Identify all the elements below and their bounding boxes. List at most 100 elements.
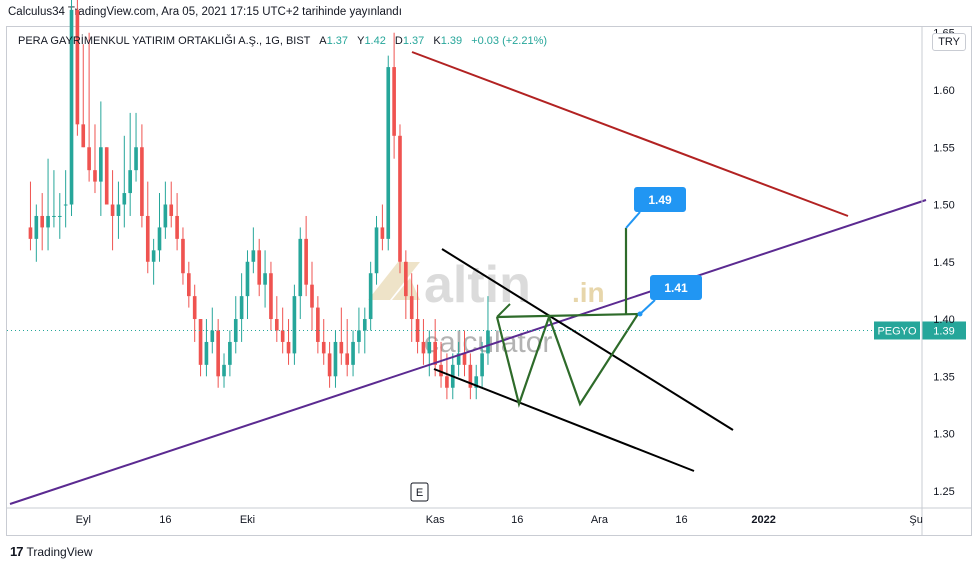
- legend-high-value: 1.42: [364, 35, 386, 47]
- candle-body: [321, 341, 326, 354]
- candle-body: [462, 353, 467, 365]
- y-axis: 1.251.301.351.401.451.501.551.601.65: [921, 27, 955, 535]
- candle-body: [304, 238, 308, 285]
- candle-body: [198, 319, 203, 365]
- candle-body: [204, 341, 209, 365]
- candle-body: [69, 9, 74, 205]
- label-anchor-2: [637, 311, 643, 317]
- candle-body: [192, 296, 197, 320]
- candle-body: [316, 307, 320, 342]
- candle-body: [81, 124, 86, 148]
- price-label-box-1[interactable]: [634, 187, 686, 212]
- candle-body: [468, 364, 473, 388]
- legend-close-label: K: [433, 35, 441, 47]
- x-tick-label: Ara: [591, 514, 609, 526]
- candle-body: [263, 273, 267, 285]
- candle-body: [57, 215, 62, 217]
- published-header: Calculus34 TradingView.com, Ara 05, 2021…: [8, 6, 402, 18]
- x-axis: Eyl 16 Eki Kas 16 Ara 16 2022 Şu: [7, 507, 971, 526]
- candle-body: [239, 296, 244, 320]
- candle-body: [398, 135, 402, 262]
- pane-marker-text: E: [416, 487, 423, 499]
- candle-body: [274, 319, 279, 331]
- symbol-tag-box: [874, 321, 920, 340]
- red-trendline: [411, 51, 849, 217]
- candle-body: [93, 170, 97, 182]
- candle-body: [357, 330, 361, 342]
- neckline-arrow-up: [496, 303, 511, 318]
- candle-body: [257, 250, 262, 285]
- candle-body: [269, 273, 273, 320]
- candle-body: [251, 250, 256, 262]
- legend-close-value: 1.39: [440, 35, 463, 47]
- price-label-text-2: 1.41: [664, 281, 688, 295]
- x-tick-label: Kas: [426, 514, 445, 526]
- candle-body: [99, 147, 103, 182]
- candle-body: [486, 330, 490, 354]
- candle-body: [427, 341, 432, 354]
- candle-body: [286, 341, 291, 354]
- y-tick-label: 1.45: [933, 257, 954, 269]
- currency-button[interactable]: TRY: [932, 33, 966, 51]
- legend-symbol: PERA GAYRİMENKUL YATIRIM ORTAKLIĞI A.Ş.,…: [18, 35, 311, 47]
- candle-body: [292, 296, 297, 354]
- x-tick-label: 16: [511, 514, 523, 526]
- footer-brand: TradingView: [26, 544, 93, 559]
- y-tick-label: 1.35: [933, 371, 954, 383]
- candle-body: [63, 204, 68, 206]
- x-tick-label: 16: [675, 514, 687, 526]
- x-tick-label: Eyl: [76, 514, 91, 526]
- legend-change: +0.03 (+2.21%): [471, 35, 548, 47]
- candle-body: [46, 215, 50, 228]
- wedge-upper-line: [441, 248, 734, 431]
- tradingview-logo-icon: 17: [10, 544, 24, 559]
- candle-body: [421, 341, 426, 354]
- y-tick-label: 1.55: [933, 142, 954, 154]
- candle-body: [374, 227, 379, 274]
- candle-body: [52, 215, 56, 217]
- candle-body: [28, 227, 33, 239]
- candle-body: [280, 330, 285, 342]
- candle-body: [228, 341, 232, 365]
- candle-body: [40, 215, 45, 228]
- w-pattern-line: [495, 313, 639, 408]
- watermark-suffix: .in: [572, 277, 605, 308]
- candle-body: [456, 353, 461, 365]
- candle-body: [333, 341, 338, 377]
- candle-body: [404, 261, 408, 297]
- candle-body: [216, 330, 220, 377]
- candle-body: [169, 204, 174, 216]
- legend-low-label: D: [394, 35, 403, 47]
- legend-high-label: Y: [357, 35, 365, 47]
- candle-body: [433, 341, 437, 365]
- candle-body: [439, 364, 443, 377]
- pane-marker[interactable]: E: [410, 482, 429, 502]
- chart-frame[interactable]: [6, 26, 972, 536]
- label-connector-2: [639, 299, 656, 315]
- candle-body: [163, 204, 168, 228]
- candle-body: [151, 250, 156, 262]
- candle-body: [339, 341, 344, 354]
- candle-body: [175, 215, 179, 239]
- purple-trendline: [9, 199, 927, 505]
- x-tick-label: 2022: [751, 514, 775, 526]
- candle-body: [380, 227, 385, 239]
- price-label-box-2[interactable]: [650, 275, 702, 300]
- candle-body: [480, 353, 484, 377]
- candle-body: [351, 341, 355, 365]
- wedge-lower-line: [433, 368, 695, 472]
- candle-body: [122, 193, 127, 205]
- candle-body: [110, 204, 115, 216]
- candle-body: [87, 147, 91, 171]
- candle-body: [104, 147, 109, 205]
- x-tick-label: 16: [159, 514, 171, 526]
- candle-body: [134, 147, 138, 171]
- y-tick-label: 1.40: [933, 314, 954, 326]
- footer: 17 TradingView: [10, 544, 93, 559]
- candle-body: [298, 238, 303, 297]
- candle-body: [128, 170, 132, 194]
- candle-body: [392, 67, 396, 136]
- candle-body: [145, 215, 150, 262]
- candle-body: [116, 204, 121, 216]
